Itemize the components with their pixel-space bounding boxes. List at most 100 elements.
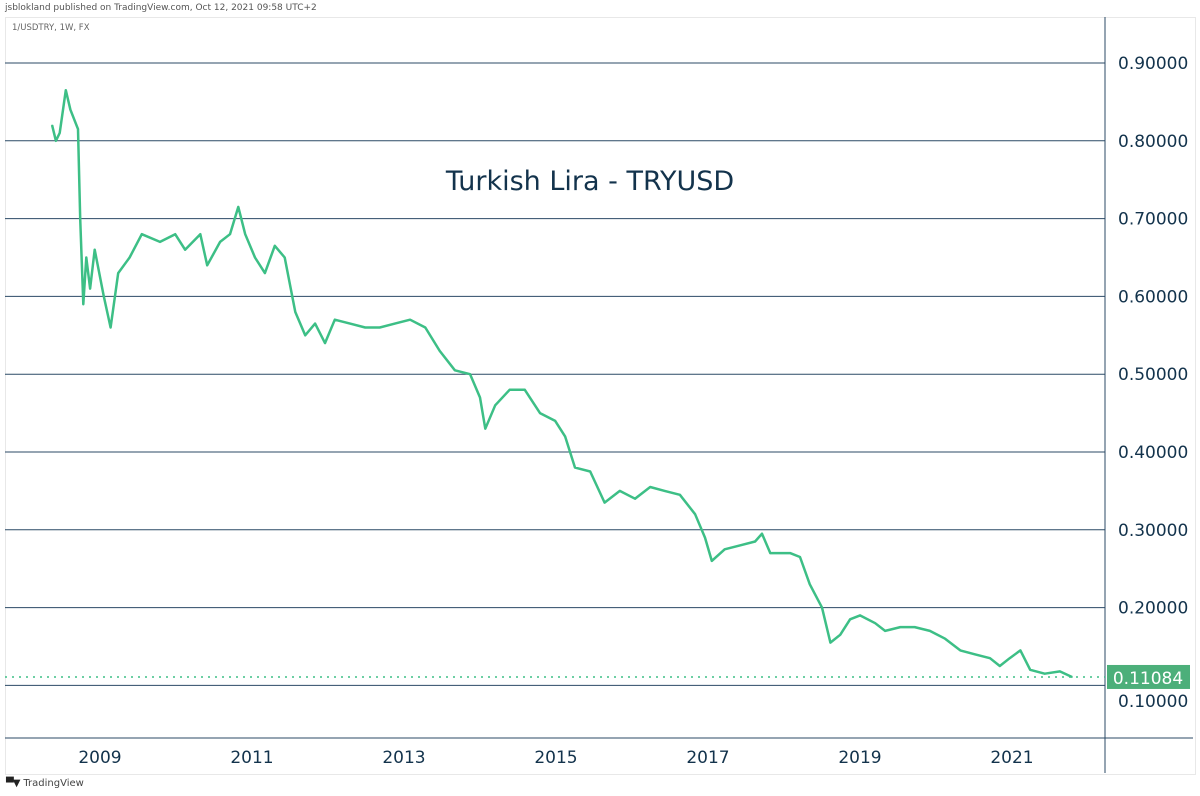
data-point bbox=[679, 493, 681, 496]
data-point bbox=[1008, 657, 1011, 659]
x-tick-label: 2017 bbox=[686, 748, 729, 768]
data-point bbox=[109, 326, 112, 329]
data-point bbox=[454, 369, 456, 372]
y-tick-label: 0.40000 bbox=[1118, 443, 1188, 463]
data-point bbox=[479, 396, 481, 399]
data-point bbox=[839, 634, 842, 636]
data-point bbox=[899, 626, 902, 628]
data-point bbox=[65, 89, 67, 92]
data-point bbox=[723, 548, 726, 551]
data-point bbox=[663, 490, 666, 492]
data-point bbox=[219, 241, 221, 243]
data-point bbox=[799, 556, 801, 558]
data-point bbox=[206, 264, 208, 267]
y-tick-label: 0.60000 bbox=[1118, 287, 1188, 307]
y-tick-label: 0.90000 bbox=[1118, 54, 1188, 74]
data-point bbox=[539, 412, 541, 414]
data-point bbox=[554, 420, 557, 422]
data-point bbox=[324, 342, 326, 344]
brand-label: TradingView bbox=[23, 778, 84, 789]
data-point bbox=[1019, 649, 1022, 652]
data-point bbox=[274, 245, 276, 247]
data-point bbox=[769, 552, 772, 554]
data-point bbox=[849, 618, 851, 621]
data-point bbox=[174, 233, 177, 235]
data-point bbox=[789, 552, 791, 554]
x-tick-label: 2013 bbox=[382, 748, 425, 768]
data-point bbox=[913, 626, 916, 628]
y-tick-label: 0.80000 bbox=[1118, 132, 1188, 152]
data-point bbox=[237, 206, 240, 208]
data-point bbox=[409, 318, 411, 321]
data-point bbox=[634, 497, 636, 500]
data-point bbox=[438, 350, 441, 352]
data-point bbox=[469, 373, 471, 376]
data-point bbox=[874, 622, 876, 624]
data-point bbox=[761, 532, 763, 535]
x-tick-label: 2011 bbox=[230, 748, 273, 768]
data-point bbox=[973, 653, 976, 656]
tradingview-logo-icon: ▀▼ bbox=[6, 778, 20, 789]
data-point bbox=[649, 486, 652, 488]
data-point bbox=[494, 404, 497, 407]
data-point bbox=[229, 233, 231, 235]
symbol-info: 1/USDTRY, 1W, FX bbox=[12, 23, 90, 33]
y-tick-label: 0.70000 bbox=[1118, 210, 1188, 230]
data-point bbox=[809, 583, 811, 586]
data-point bbox=[574, 466, 576, 469]
data-point bbox=[779, 552, 781, 554]
x-tick-label: 2021 bbox=[990, 748, 1033, 768]
data-point bbox=[829, 641, 832, 644]
data-point bbox=[93, 248, 96, 251]
data-point bbox=[959, 649, 962, 652]
data-point bbox=[89, 287, 91, 290]
publish-info: jsblokland published on TradingView.com,… bbox=[5, 3, 317, 13]
data-point bbox=[199, 233, 202, 235]
data-point bbox=[694, 513, 696, 516]
data-point bbox=[128, 256, 131, 259]
data-point bbox=[704, 536, 706, 539]
data-point bbox=[989, 657, 991, 659]
data-point bbox=[264, 272, 266, 274]
data-point bbox=[51, 124, 53, 127]
data-point bbox=[378, 326, 381, 329]
data-point bbox=[711, 560, 713, 562]
data-point bbox=[754, 540, 756, 543]
data-point bbox=[884, 630, 886, 632]
data-point bbox=[999, 665, 1001, 667]
data-point bbox=[184, 248, 186, 251]
last-price-label: 0.11084 bbox=[1113, 669, 1183, 689]
data-point bbox=[254, 256, 256, 259]
last-price-badge bbox=[1107, 664, 1190, 689]
tradingview-brand[interactable]: ▀▼ TradingView bbox=[6, 778, 84, 789]
data-point bbox=[564, 435, 566, 438]
data-point bbox=[141, 233, 143, 235]
data-point bbox=[394, 322, 396, 325]
data-point bbox=[304, 334, 307, 337]
data-point bbox=[484, 427, 487, 430]
y-tick-label: 0.30000 bbox=[1118, 521, 1188, 541]
data-point bbox=[929, 630, 931, 632]
data-point bbox=[244, 233, 246, 235]
data-point bbox=[524, 388, 526, 391]
data-point bbox=[58, 132, 61, 134]
data-point bbox=[859, 614, 861, 617]
chart-frame bbox=[5, 17, 1196, 775]
chart-title: Turkish Lira - TRYUSD bbox=[445, 166, 734, 197]
x-tick-label: 2009 bbox=[78, 748, 121, 768]
data-point bbox=[77, 128, 79, 130]
data-point bbox=[508, 388, 511, 391]
data-point bbox=[944, 637, 946, 640]
data-point bbox=[821, 606, 823, 609]
data-point bbox=[283, 256, 286, 259]
data-point bbox=[314, 322, 316, 325]
data-point bbox=[294, 311, 297, 313]
y-tick-label: 0.20000 bbox=[1118, 599, 1188, 619]
data-point bbox=[55, 140, 57, 142]
data-point bbox=[619, 490, 621, 492]
data-point bbox=[603, 501, 606, 504]
data-point bbox=[589, 470, 591, 473]
data-point bbox=[103, 295, 105, 298]
data-point bbox=[424, 326, 427, 329]
